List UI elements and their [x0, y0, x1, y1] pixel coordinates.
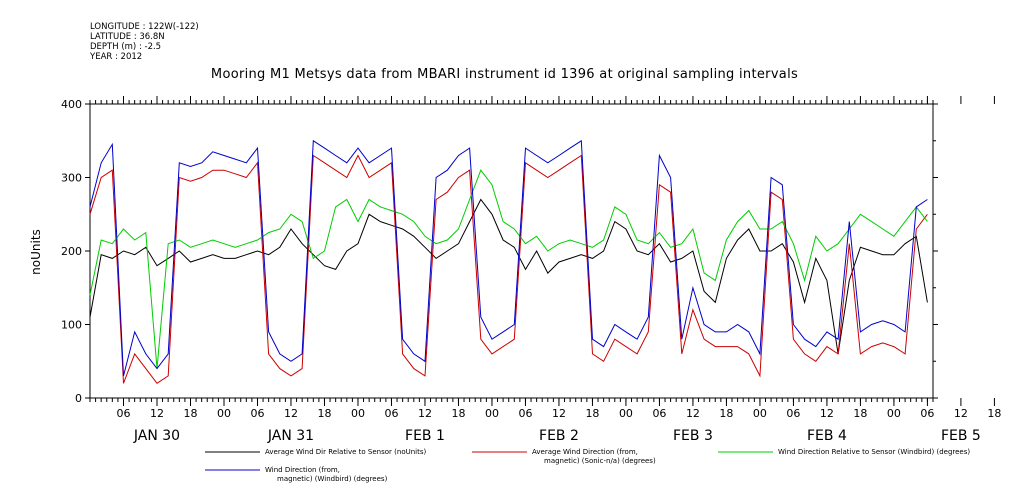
latitude-text: LATITUDE : 36.8N [90, 32, 165, 42]
plot-border [89, 103, 934, 399]
x-tick-label: 12 [820, 407, 834, 420]
x-tick-label: 18 [719, 407, 733, 420]
day-label: FEB 5 [941, 428, 981, 444]
x-tick-label: 00 [217, 407, 231, 420]
x-tick-label: 18 [317, 407, 331, 420]
x-tick-label: 18 [183, 407, 197, 420]
day-label: JAN 31 [267, 428, 314, 444]
y-tick-label: 400 [61, 98, 82, 111]
y-tick-label: 300 [61, 172, 82, 185]
chart-title: Mooring M1 Metsys data from MBARI instru… [210, 67, 799, 82]
x-tick-label: 06 [786, 407, 800, 420]
year-text: YEAR : 2012 [90, 52, 143, 62]
y-tick-label: 100 [61, 319, 82, 332]
y-tick-label: 200 [61, 245, 82, 258]
legend-label-4: Wind Direction (from, [265, 466, 340, 474]
x-tick-label: 12 [954, 407, 968, 420]
legend-label-1: Average Wind Dir Relative to Sensor (noU… [265, 448, 426, 456]
legend-label-3: Wind Direction Relative to Sensor (Windb… [778, 448, 970, 456]
depth-text: DEPTH (m) : -2.5 [90, 42, 162, 52]
series-line-1 [89, 198, 928, 354]
legend-label-4-line2: magnetic) (Windbird) (degrees) [277, 475, 388, 483]
y-axis-label: noUnits [29, 229, 43, 275]
y-tick-label: 0 [75, 392, 82, 405]
day-label: FEB 1 [405, 428, 445, 444]
x-tick-label: 06 [250, 407, 264, 420]
x-tick-label: 00 [351, 407, 365, 420]
metadata-block: LONGITUDE : 122W(-122) LATITUDE : 36.8N … [90, 22, 199, 62]
x-tick-label: 12 [552, 407, 566, 420]
x-tick-label: 12 [686, 407, 700, 420]
x-tick-label: 06 [920, 407, 934, 420]
plot-frame [89, 103, 934, 399]
legend-label-2: Average Wind Direction (from, [532, 448, 638, 456]
x-tick-label: 18 [585, 407, 599, 420]
series-layer [89, 139, 928, 384]
x-tick-label: 12 [418, 407, 432, 420]
x-tick-label: 00 [619, 407, 633, 420]
legend: Average Wind Dir Relative to Sensor (noU… [205, 448, 970, 483]
x-tick-label: 06 [652, 407, 666, 420]
series-line-4 [89, 139, 928, 377]
x-tick-label: 06 [384, 407, 398, 420]
x-tick-label: 00 [485, 407, 499, 420]
x-tick-label: 00 [887, 407, 901, 420]
day-label: FEB 3 [673, 428, 713, 444]
axes-layer: 0 100 200 300 400 06 12 18 00 06 12 18 00 06 12 18 00 06 1… [61, 96, 1001, 444]
x-tick-label: 12 [284, 407, 298, 420]
day-label: FEB 2 [539, 428, 579, 444]
x-tick-label: 18 [451, 407, 465, 420]
x-tick-label: 18 [987, 407, 1001, 420]
day-label: JAN 30 [133, 428, 180, 444]
x-tick-label: 18 [853, 407, 867, 420]
legend-label-2-line2: magnetic) (Sonic-n/a) (degrees) [544, 457, 656, 465]
series-line-3 [89, 169, 928, 369]
x-tick-label: 00 [753, 407, 767, 420]
longitude-text: LONGITUDE : 122W(-122) [90, 22, 199, 32]
day-label: FEB 4 [807, 428, 847, 444]
x-tick-label: 12 [150, 407, 164, 420]
x-tick-label: 06 [116, 407, 130, 420]
x-tick-label: 06 [518, 407, 532, 420]
series-line-2 [89, 154, 928, 384]
